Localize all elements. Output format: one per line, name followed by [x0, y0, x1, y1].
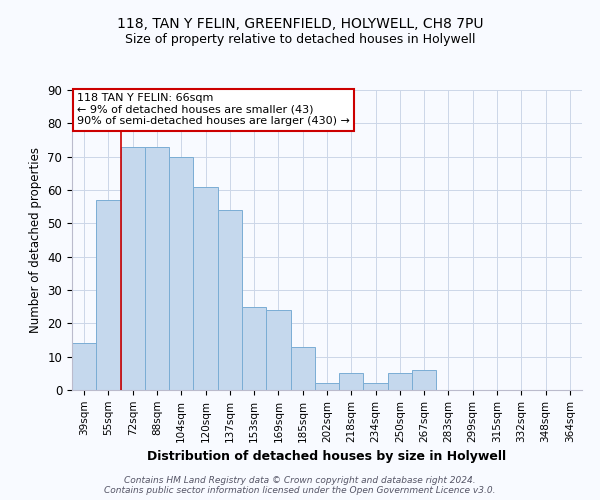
Bar: [72, 344, 96, 390]
Bar: [193, 186, 218, 390]
Bar: [290, 346, 315, 390]
Bar: [339, 374, 364, 390]
Bar: [121, 146, 145, 390]
Bar: [315, 384, 339, 390]
Bar: [242, 306, 266, 390]
Bar: [364, 384, 388, 390]
Bar: [96, 200, 121, 390]
Text: Contains HM Land Registry data © Crown copyright and database right 2024.
Contai: Contains HM Land Registry data © Crown c…: [104, 476, 496, 495]
Y-axis label: Number of detached properties: Number of detached properties: [29, 147, 42, 333]
Bar: [266, 310, 290, 390]
Bar: [169, 156, 193, 390]
Bar: [412, 370, 436, 390]
Bar: [145, 146, 169, 390]
Text: 118, TAN Y FELIN, GREENFIELD, HOLYWELL, CH8 7PU: 118, TAN Y FELIN, GREENFIELD, HOLYWELL, …: [117, 18, 483, 32]
Text: Size of property relative to detached houses in Holywell: Size of property relative to detached ho…: [125, 32, 475, 46]
Text: 118 TAN Y FELIN: 66sqm
← 9% of detached houses are smaller (43)
90% of semi-deta: 118 TAN Y FELIN: 66sqm ← 9% of detached …: [77, 93, 350, 126]
Bar: [218, 210, 242, 390]
X-axis label: Distribution of detached houses by size in Holywell: Distribution of detached houses by size …: [148, 450, 506, 463]
Bar: [388, 374, 412, 390]
